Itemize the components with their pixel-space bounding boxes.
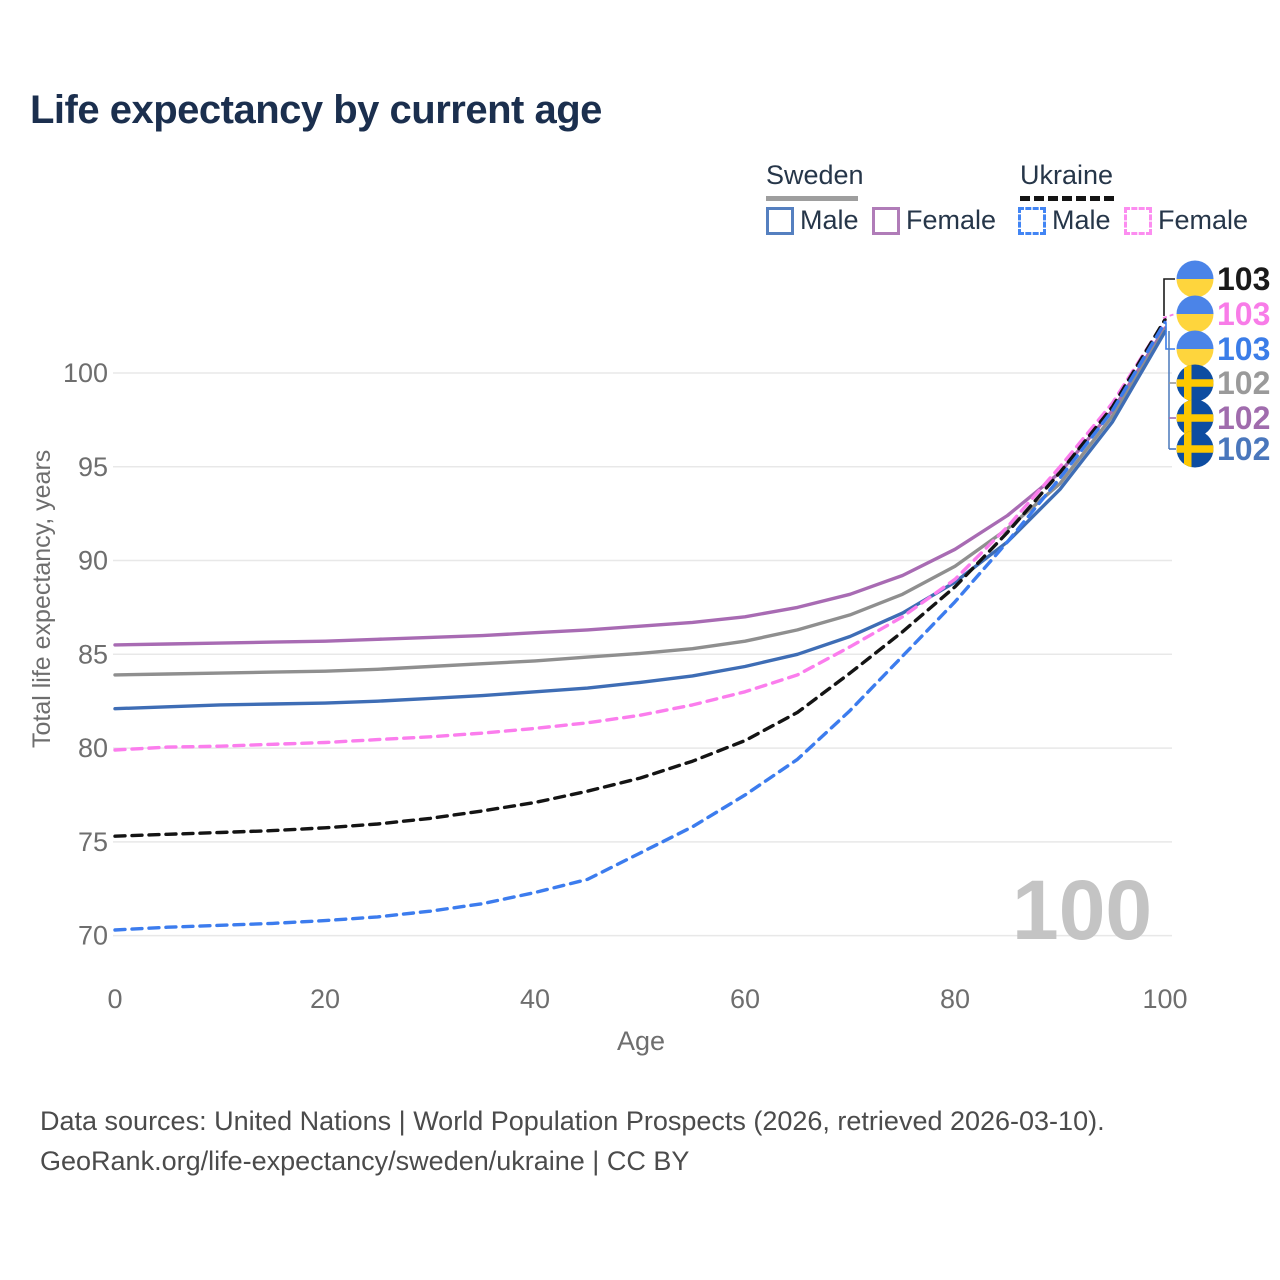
legend-group-ukraine-label[interactable]: Ukraine [1020,160,1114,190]
ukraine-male-swatch-icon[interactable] [1018,206,1046,235]
series-line-ukraine[interactable] [113,317,1167,838]
ukraine-flag-icon [1176,295,1214,333]
y-tick-label: 95 [78,452,108,482]
x-axis-title: Age [617,1026,666,1056]
attribution-link: GeoRank.org/life-expectancy/sweden/ukrai… [40,1146,690,1176]
y-tick-label: 90 [78,546,108,576]
gridlines [113,372,1172,937]
ukraine-flag-icon [1176,260,1214,298]
legend-item-ukraine-male[interactable]: Male [1018,205,1111,236]
legend-item-label: Female [1158,205,1249,235]
page-title: Life expectancy by current age [30,88,602,132]
sweden-flag-icon [1176,430,1214,468]
end-value-label: 103 [1217,331,1270,367]
ukraine-flag-icon [1176,330,1214,368]
leader-line [1162,313,1176,319]
y-axis-title: Total life expectancy, years [28,449,56,748]
x-tick-label: 60 [730,984,760,1014]
data-source-note: Data sources: United Nations | World Pop… [40,1106,1105,1136]
x-tick-label: 0 [107,984,122,1014]
end-value-label: 102 [1217,365,1270,401]
x-tick-label: 80 [940,984,970,1014]
series-line-ukraine-female[interactable] [113,318,1167,752]
end-value-label: 103 [1217,261,1270,297]
legend-group-sweden-label[interactable]: Sweden [766,160,864,190]
y-tick-label: 85 [78,639,108,669]
end-value-label: 102 [1217,400,1270,436]
x-tick-label: 20 [310,984,340,1014]
y-tick-label: 75 [78,827,108,857]
ukraine-female-swatch-icon[interactable] [1124,206,1152,235]
sweden-female-swatch-icon[interactable] [872,206,900,235]
legend-item-label: Male [1052,205,1111,235]
leader-line [1163,278,1175,316]
legend-item-ukraine-female[interactable]: Female [1124,205,1248,236]
series-line-sweden[interactable] [113,328,1167,677]
y-tick-label: 70 [78,921,108,951]
legend-item-label: Female [906,205,997,235]
leader-line [1165,323,1175,350]
x-tick-label: 100 [1142,984,1187,1014]
y-tick-label: 80 [78,733,108,763]
ukraine-line-style-sample [1020,196,1114,201]
legend-item-sweden-female[interactable]: Female [872,205,996,236]
series-line-sweden-male[interactable] [113,330,1167,711]
sweden-line-style-sample [766,196,858,201]
series-line-ukraine-male[interactable] [113,320,1167,932]
legend-group-sweden[interactable]: Sweden [766,160,864,201]
sweden-flag-icon [1176,364,1214,402]
legend-item-label: Male [800,205,859,235]
x-tick-label: 40 [520,984,550,1014]
current-age-watermark: 100 [1012,863,1153,957]
sweden-flag-icon [1176,399,1214,437]
sweden-male-swatch-icon[interactable] [766,206,794,235]
end-value-label: 102 [1217,431,1270,467]
end-value-label: 103 [1217,296,1270,332]
legend-item-sweden-male[interactable]: Male [766,205,859,236]
series-line-sweden-female[interactable] [113,326,1167,647]
legend-group-ukraine[interactable]: Ukraine [1020,160,1114,201]
leader-lines [1162,278,1176,450]
y-tick-label: 100 [63,358,108,388]
